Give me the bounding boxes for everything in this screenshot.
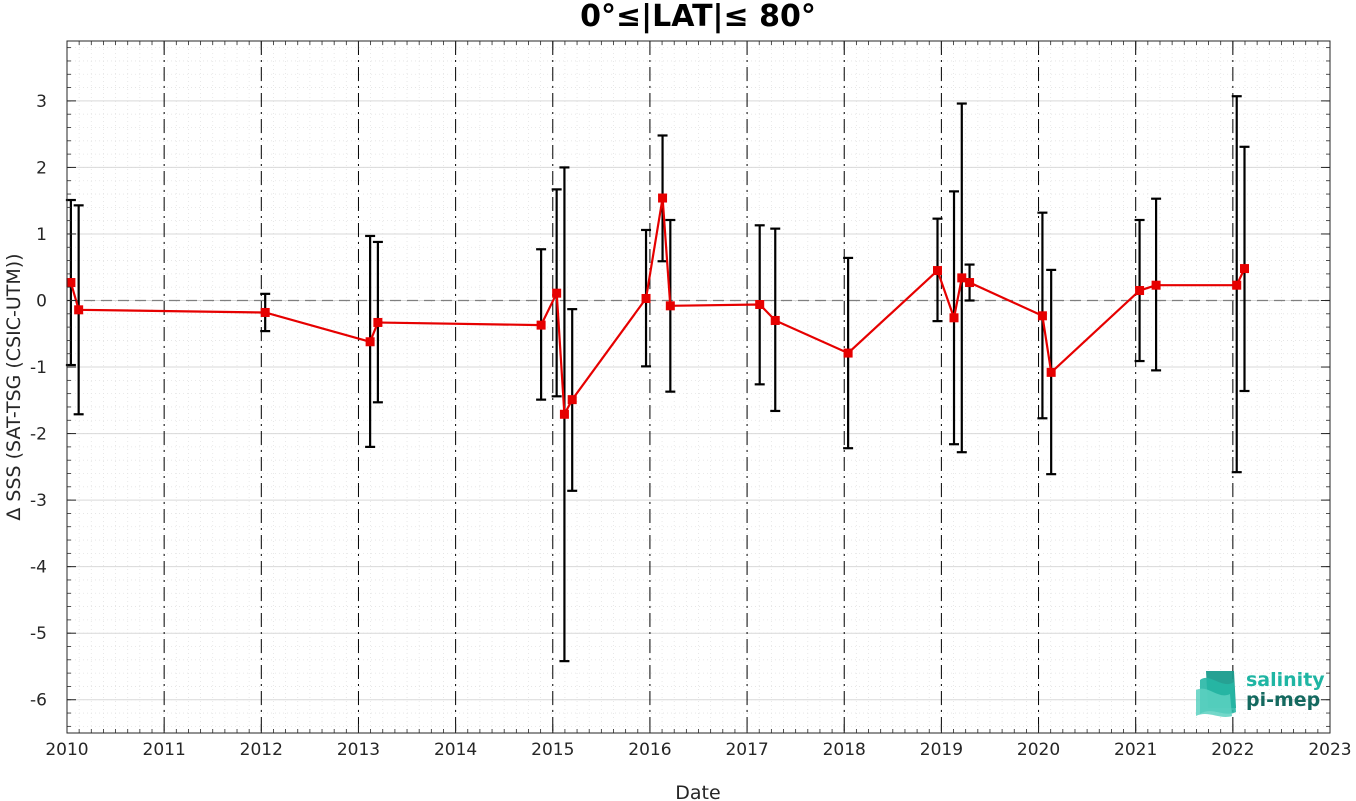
x-tick-label: 2015 [531,740,574,760]
data-point [74,305,84,315]
chart-title: 0°≤|LAT|≤ 80° [580,0,816,34]
y-tick-label: -1 [30,358,47,378]
y-tick-label: -3 [30,491,47,511]
y-axis-title: Δ SSS (SAT-TSG (CSIC-UTM)) [3,253,25,520]
logo-wave-icon [1196,671,1236,717]
x-tick-label: 2022 [1211,740,1254,760]
x-tick-label: 2023 [1308,740,1351,760]
x-tick-label: 2011 [143,740,186,760]
x-tick-label: 2021 [1114,740,1157,760]
y-tick-label: 1 [36,225,47,245]
data-point [957,273,967,283]
data-point [552,288,562,298]
data-point [260,307,270,317]
y-tick-label: -4 [30,558,47,578]
data-point [1046,367,1056,377]
x-tick-label: 2014 [434,740,477,760]
data-point [641,294,651,304]
logo-text-salinity: salinity [1246,669,1325,691]
major-grid [67,100,1330,701]
x-axis-title: Date [675,782,720,801]
data-point [559,409,569,419]
x-tick-label: 2017 [725,740,768,760]
data-point [755,299,765,309]
data-point [1240,264,1250,274]
y-tick-label: 3 [36,92,47,112]
data-point [658,193,668,203]
y-tick-label: 2 [36,158,47,178]
y-tick-label: -2 [30,425,47,445]
data-point [567,395,577,405]
x-tick-label: 2013 [337,740,380,760]
x-tick-label: 2020 [1017,740,1060,760]
data-series [66,193,1250,419]
data-point [1232,280,1242,290]
x-tick-labels: 2010 2011 2012 2013 2014 2015 2016 2017 2018 2019… [45,740,1351,760]
y-tick-label: -5 [30,624,47,644]
y-tick-labels: -6 -5 -4 -3 -2 -1 0 1 2 3 [30,92,47,711]
data-point [965,278,975,288]
logo-text-pi-mep: pi-mep [1246,689,1320,711]
x-tick-label: 2016 [628,740,671,760]
x-tick-label: 2018 [823,740,866,760]
x-tick-label: 2010 [45,740,88,760]
data-point [536,320,546,330]
data-point [949,313,959,323]
y-tick-label: 0 [36,292,47,312]
data-point [373,317,383,327]
y-tick-label: -6 [30,691,47,711]
data-point [66,278,76,288]
data-point [365,337,375,347]
axis-ticks [66,41,1331,733]
x-tick-label: 2012 [240,740,283,760]
year-boundary-lines [163,41,1234,733]
x-tick-label: 2019 [920,740,963,760]
data-point [770,315,780,325]
data-point [1135,286,1145,296]
salinity-pi-mep-logo: salinity pi-mep [1196,669,1325,717]
data-point [932,266,942,276]
data-point [665,301,675,311]
data-point [1037,311,1047,321]
data-point [1151,280,1161,290]
data-point [843,348,853,358]
